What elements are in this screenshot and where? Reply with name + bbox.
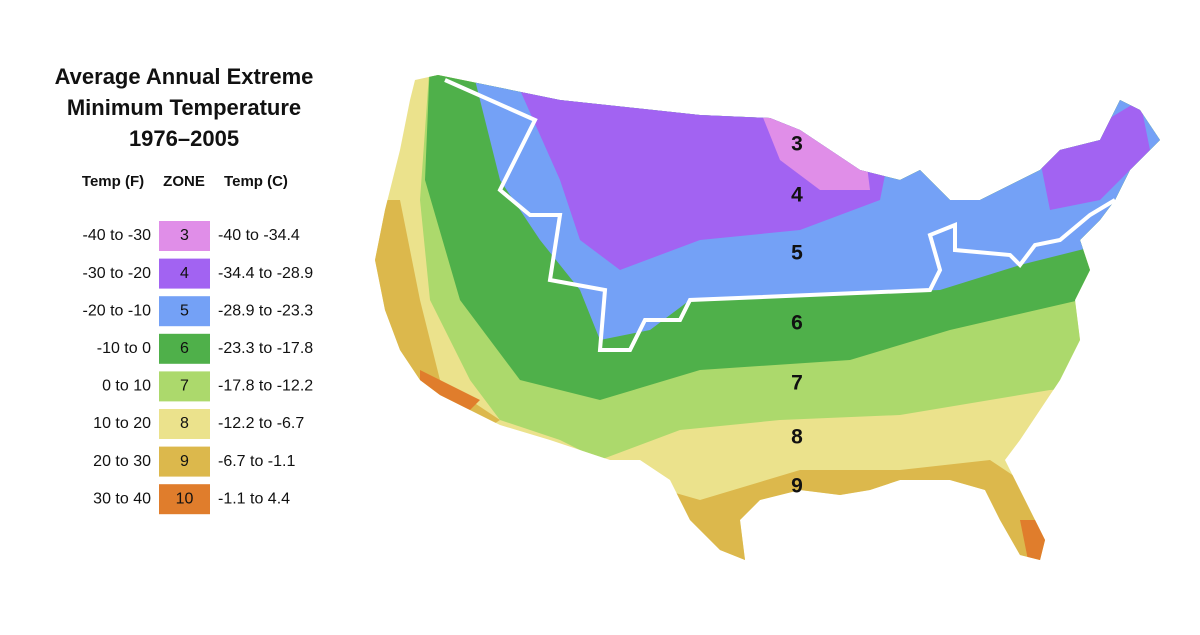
legend-header: Temp (F) (82, 173, 144, 190)
legend-temp-f: 30 to 40 (93, 490, 151, 507)
map-zone-label: 4 (791, 184, 803, 207)
legend-temp-c: -17.8 to -12.2 (218, 378, 313, 395)
zone-region (560, 460, 1060, 560)
legend-swatch (159, 296, 210, 327)
legend-zone: 5 (180, 302, 189, 319)
legend-zone: 6 (180, 340, 189, 357)
title: Average Annual Extreme Minimum Temperatur… (55, 64, 314, 151)
legend-zone: 7 (180, 378, 189, 395)
zone-boundary-line (444, 78, 1117, 352)
title-line: 1976–2005 (129, 126, 239, 151)
legend-swatch (159, 484, 210, 515)
legend-temp-f: -30 to -20 (83, 265, 152, 282)
zone-region (420, 370, 480, 410)
legend-temp-f: -40 to -30 (83, 227, 152, 244)
legend-temp-c: -1.1 to 4.4 (218, 490, 290, 507)
map-zone-label: 7 (791, 372, 803, 395)
legend-temp-f: 10 to 20 (93, 415, 151, 432)
map-zone-label: 5 (791, 242, 803, 265)
legend-header: ZONE (163, 173, 205, 190)
legend-swatch (159, 371, 210, 402)
zone-region (1040, 100, 1150, 210)
map-zone-label: 8 (791, 426, 803, 449)
legend-temp-c: -34.4 to -28.9 (218, 265, 313, 282)
legend: Temp (F) ZONE Temp (C) -40 to -30 3 -40 to -3… (82, 173, 313, 515)
zone-region (1020, 520, 1060, 560)
legend-swatch (159, 409, 210, 439)
map-zone-label: 9 (791, 475, 803, 498)
legend-swatch (159, 333, 210, 364)
legend-temp-f: 0 to 10 (102, 378, 151, 395)
legend-zone: 3 (180, 227, 189, 244)
legend-zone: 8 (180, 415, 189, 432)
legend-zone: 4 (180, 265, 189, 282)
legend-swatch (159, 221, 210, 251)
legend-temp-f: 20 to 30 (93, 453, 151, 470)
legend-swatch (159, 258, 210, 289)
title-line: Average Annual Extreme (55, 64, 314, 89)
legend-temp-f: -10 to 0 (97, 340, 151, 357)
map-zone-label: 6 (791, 312, 803, 335)
legend-swatch (159, 446, 210, 477)
legend-temp-c: -40 to -34.4 (218, 227, 300, 244)
legend-temp-c: -12.2 to -6.7 (218, 415, 304, 432)
legend-temp-c: -6.7 to -1.1 (218, 453, 295, 470)
title-line: Minimum Temperature (67, 95, 301, 120)
map-zone-label: 3 (791, 133, 803, 156)
legend-temp-f: -20 to -10 (83, 302, 152, 319)
legend-temp-c: -28.9 to -23.3 (218, 302, 313, 319)
legend-zone: 9 (180, 453, 189, 470)
legend-zone: 10 (176, 490, 194, 507)
legend-temp-c: -23.3 to -17.8 (218, 340, 313, 357)
legend-header: Temp (C) (224, 173, 288, 190)
map-labels: 3 4 5 6 7 8 9 (791, 133, 803, 498)
